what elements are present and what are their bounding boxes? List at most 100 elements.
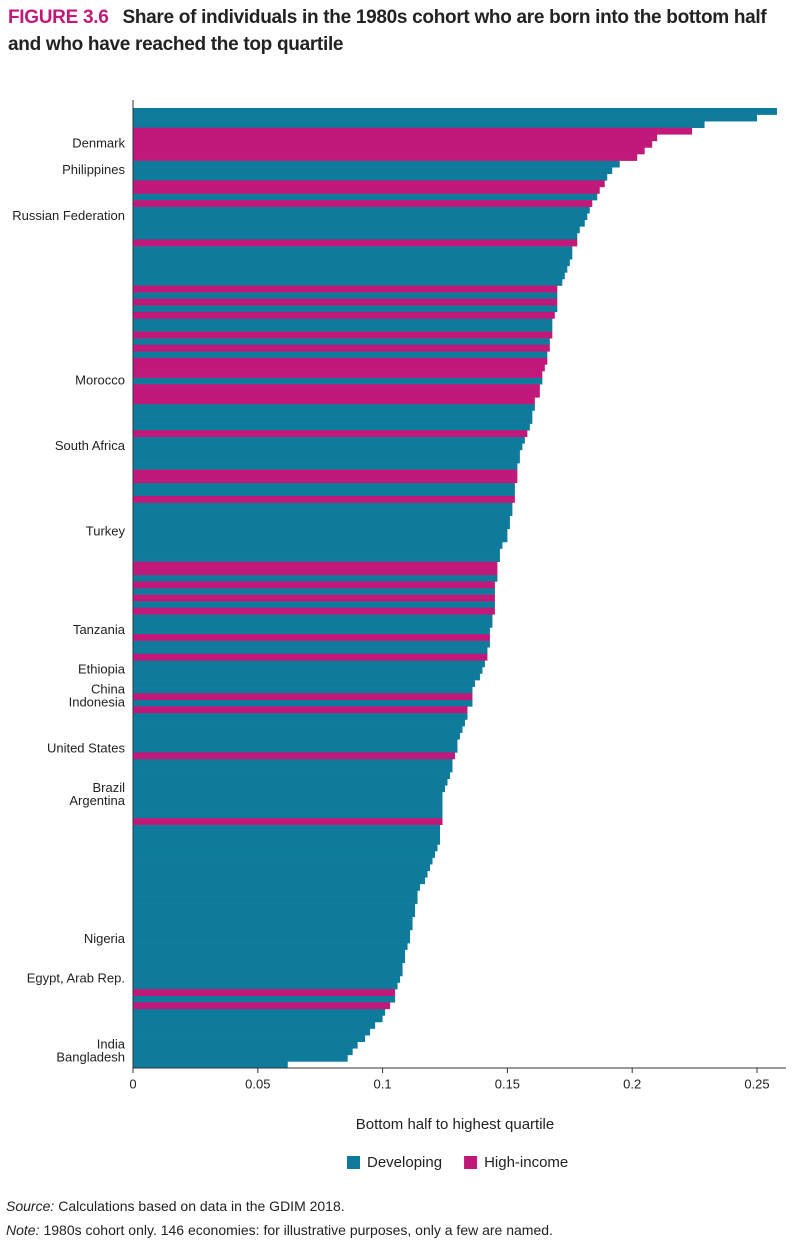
bar <box>133 916 413 924</box>
y-tick-label: United States <box>47 741 126 756</box>
y-tick-label: Brazil <box>92 780 125 795</box>
legend-label: Developing <box>367 1154 442 1171</box>
bar <box>133 568 498 576</box>
bar <box>133 324 553 332</box>
bar <box>133 699 473 707</box>
bar <box>133 640 490 648</box>
bar <box>133 1015 383 1023</box>
bar <box>133 495 515 503</box>
bar <box>133 397 535 405</box>
y-tick-label: South Africa <box>55 438 126 453</box>
bar <box>133 528 508 536</box>
bar <box>133 476 518 484</box>
y-tick-label: Egypt, Arab Rep. <box>27 971 125 986</box>
bar <box>133 357 548 365</box>
note: Note: 1980s cohort only. 146 economies: f… <box>6 1222 553 1238</box>
bar <box>133 581 495 589</box>
bar <box>133 515 510 523</box>
bar <box>133 778 448 786</box>
bar <box>133 311 555 319</box>
bar <box>133 272 565 280</box>
bar <box>133 936 411 944</box>
bar <box>133 627 490 635</box>
bar <box>133 509 513 516</box>
bar <box>133 252 573 260</box>
bar <box>133 969 403 977</box>
bar <box>133 140 653 148</box>
bar <box>133 364 545 372</box>
bar <box>133 186 600 194</box>
bar <box>133 265 568 273</box>
x-tick-label: 0.15 <box>495 1076 520 1091</box>
bar <box>133 160 620 168</box>
y-tick-label: Tanzania <box>73 622 126 637</box>
y-tick-label: Argentina <box>69 793 125 808</box>
bar <box>133 811 443 819</box>
bar <box>133 831 441 839</box>
bar <box>133 449 520 457</box>
bar <box>133 384 540 392</box>
y-tick-label: Denmark <box>72 136 125 151</box>
bar <box>133 607 495 615</box>
bar <box>133 298 558 306</box>
bar <box>133 246 573 253</box>
bar <box>133 877 426 885</box>
bar <box>133 956 406 964</box>
x-tick-label: 0.2 <box>623 1076 641 1091</box>
bar <box>133 417 533 424</box>
bar <box>133 962 403 970</box>
bar <box>133 588 495 595</box>
legend-swatch <box>347 1156 360 1169</box>
bar <box>133 167 613 175</box>
bar <box>133 305 558 313</box>
bar <box>133 469 518 477</box>
bar <box>133 989 396 996</box>
bar <box>133 377 543 385</box>
bar <box>133 206 590 214</box>
bar <box>133 239 578 247</box>
bar <box>133 489 515 497</box>
bar <box>133 1054 348 1062</box>
bar <box>133 1061 288 1069</box>
bar <box>133 824 441 832</box>
bar <box>133 949 406 957</box>
bar <box>133 344 550 352</box>
bar <box>133 594 495 602</box>
bar <box>133 706 468 714</box>
bar <box>133 127 693 135</box>
y-tick-label: Nigeria <box>84 931 126 946</box>
bar <box>133 423 530 431</box>
bar <box>133 929 411 937</box>
bar <box>133 712 468 720</box>
bar <box>133 1041 358 1049</box>
bar <box>133 673 480 681</box>
chart-title: Share of individuals in the 1980s cohort… <box>8 7 767 55</box>
bar <box>133 456 520 464</box>
bar <box>133 758 453 766</box>
title-block: FIGURE 3.6 Share of individuals in the 19… <box>8 4 788 58</box>
bar <box>133 351 548 359</box>
bar <box>133 1002 391 1010</box>
bar <box>133 1028 371 1036</box>
bar <box>133 791 443 799</box>
bar <box>133 772 450 779</box>
bar <box>133 226 580 234</box>
bar <box>133 410 533 418</box>
figure-label: FIGURE 3.6 <box>8 7 109 28</box>
bar <box>133 154 638 161</box>
x-tick-label: 0.25 <box>744 1076 769 1091</box>
bar <box>133 883 421 891</box>
bar <box>133 903 416 911</box>
x-tick-label: 0.05 <box>245 1076 270 1091</box>
bar <box>133 726 463 733</box>
bar <box>133 647 488 655</box>
bar <box>133 403 535 411</box>
bar <box>133 732 460 740</box>
bar <box>133 482 515 490</box>
y-tick-label: Philippines <box>62 162 125 177</box>
bar <box>133 331 553 339</box>
y-tick-label: India <box>97 1036 126 1051</box>
y-tick-label: Ethiopia <box>78 662 126 677</box>
bar <box>133 680 475 687</box>
bar <box>133 108 777 115</box>
